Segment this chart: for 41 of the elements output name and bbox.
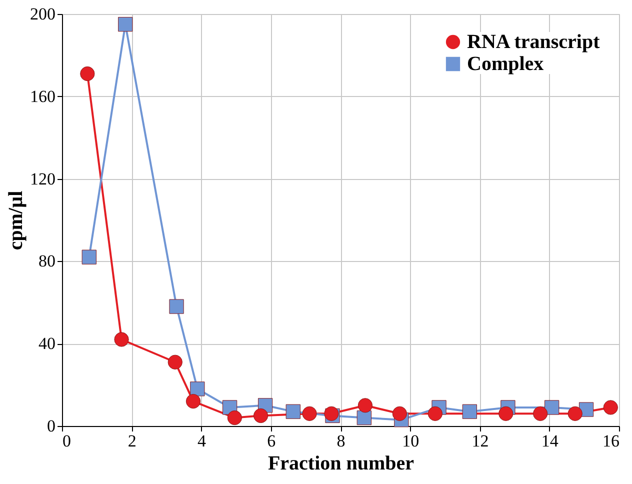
point (82, 250, 96, 264)
x-tick-label: 10 (402, 432, 420, 450)
x-axis-title: Fraction number (268, 452, 414, 474)
point (358, 398, 373, 413)
point (498, 406, 514, 421)
x-tick-label: 0 (62, 432, 71, 450)
point (428, 406, 443, 421)
point (462, 404, 477, 419)
point (118, 16, 133, 32)
point (392, 406, 407, 421)
point (603, 400, 618, 415)
x-tick-label: 4 (198, 432, 206, 450)
y-axis-title: cpm/µl (5, 190, 27, 250)
x-tick-label: 6 (267, 432, 276, 450)
y-tick-label: 120 (30, 169, 56, 188)
point (169, 299, 184, 314)
y-tick-label: 0 (47, 416, 56, 436)
point (168, 354, 182, 370)
point (186, 394, 201, 409)
legend-label: Complex (467, 53, 544, 75)
x-tick-label: 16 (602, 432, 620, 450)
y-tick-label: 40 (38, 334, 56, 354)
y-tick-label: 80 (38, 252, 56, 271)
x-tick-label: 2 (128, 432, 136, 450)
point (190, 382, 205, 396)
y-tick-label: 160 (30, 86, 56, 106)
x-tick-label: 8 (336, 432, 346, 450)
point (80, 66, 95, 82)
point (302, 406, 317, 421)
point (227, 410, 242, 426)
x-tick-label: 12 (472, 432, 489, 450)
x-tick-label: 14 (541, 432, 559, 450)
y-tick-label: 200 (30, 4, 56, 24)
point (544, 400, 560, 415)
point (253, 408, 268, 424)
point (114, 332, 129, 347)
legend-label: RNA transcript (467, 31, 600, 53)
point (356, 410, 372, 426)
point (568, 406, 582, 421)
point (286, 404, 300, 419)
point (533, 406, 548, 421)
